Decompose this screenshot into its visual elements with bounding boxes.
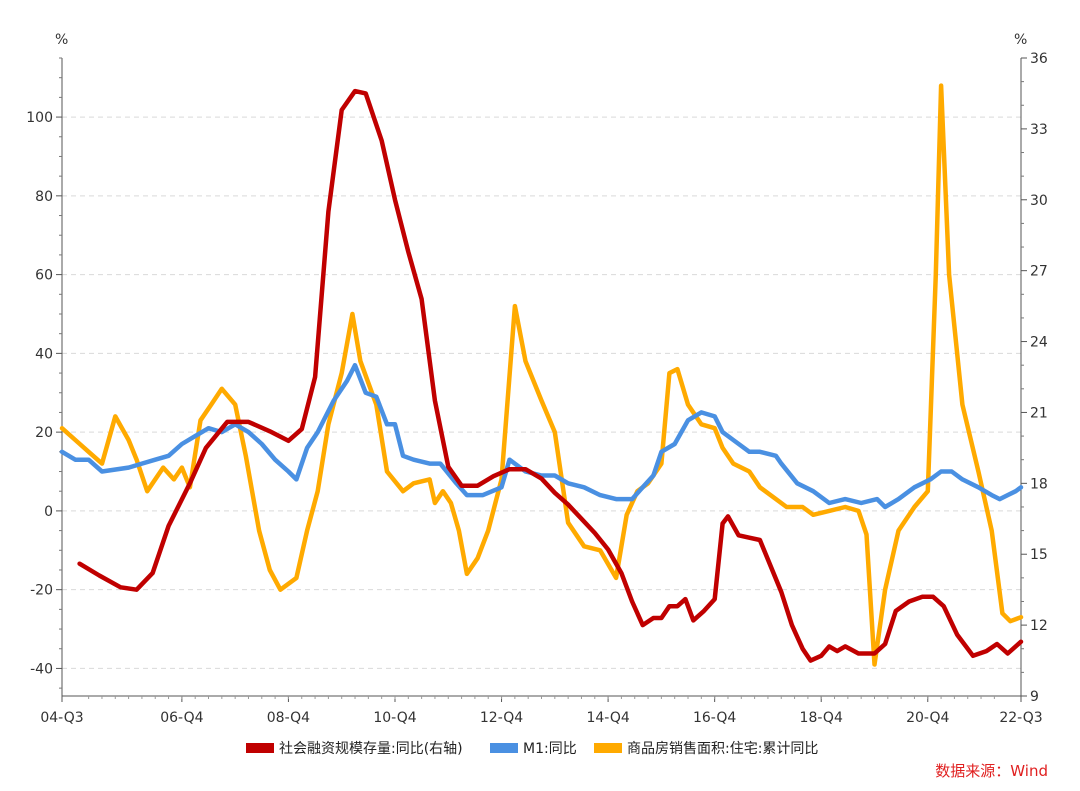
x-tick-label-6: 16-Q4 [693,710,736,726]
left-tick-label-0: -40 [30,661,53,677]
left-axis-unit: % [55,32,68,48]
grid-lines [62,116,1021,669]
left-tick-label-2: 0 [44,504,53,520]
x-tick-label-5: 14-Q4 [586,710,629,726]
x-tick-label-0: 04-Q3 [40,710,83,726]
x-tick-label-8: 20-Q4 [906,710,949,726]
left-tick-label-4: 40 [35,346,53,362]
x-tick-label-4: 12-Q4 [480,710,523,726]
x-tick-label-9: 22-Q3 [999,710,1042,726]
right-tick-label-9: 36 [1030,51,1048,67]
right-tick-label-5: 24 [1030,335,1048,351]
right-tick-label-6: 27 [1030,264,1048,280]
left-tick-label-3: 20 [35,425,53,441]
axes: % % [55,32,1027,697]
series-line-0 [77,88,1024,663]
series-line-1 [59,362,1024,510]
legend-swatch-0 [246,743,274,753]
right-tick-label-0: 9 [1030,689,1039,705]
series-lines [59,83,1024,667]
x-tick-label-1: 06-Q4 [160,710,203,726]
right-tick-label-1: 12 [1030,618,1048,634]
tick-labels: -40 -20 0 20 40 60 80 100 9 12 15 18 21 24 27 30 33 36 04-… [26,51,1048,726]
legend: 社会融资规模存量:同比(右轴) M1:同比 商品房销售面积:住宅:累计同比 [246,741,818,757]
right-tick-label-7: 30 [1030,193,1048,209]
x-tick-label-7: 18-Q4 [800,710,843,726]
left-tick-label-6: 80 [35,189,53,205]
right-tick-label-2: 15 [1030,547,1048,563]
x-tick-label-2: 08-Q4 [267,710,310,726]
left-tick-label-5: 60 [35,268,53,284]
right-tick-label-3: 18 [1030,476,1048,492]
legend-swatch-1 [490,743,518,753]
right-tick-label-4: 21 [1030,405,1048,421]
right-axis-unit: % [1014,32,1027,48]
legend-swatch-2 [594,743,622,753]
legend-label-1: M1:同比 [523,741,577,757]
x-tick-label-3: 10-Q4 [373,710,416,726]
left-tick-label-7: 100 [26,110,53,126]
series-line-2 [59,83,1024,667]
legend-label-2: 商品房销售面积:住宅:累计同比 [627,741,818,757]
left-tick-label-1: -20 [30,583,53,599]
right-tick-label-8: 33 [1030,122,1048,138]
legend-label-0: 社会融资规模存量:同比(右轴) [279,741,463,757]
source-note: 数据来源：Wind [935,762,1048,780]
